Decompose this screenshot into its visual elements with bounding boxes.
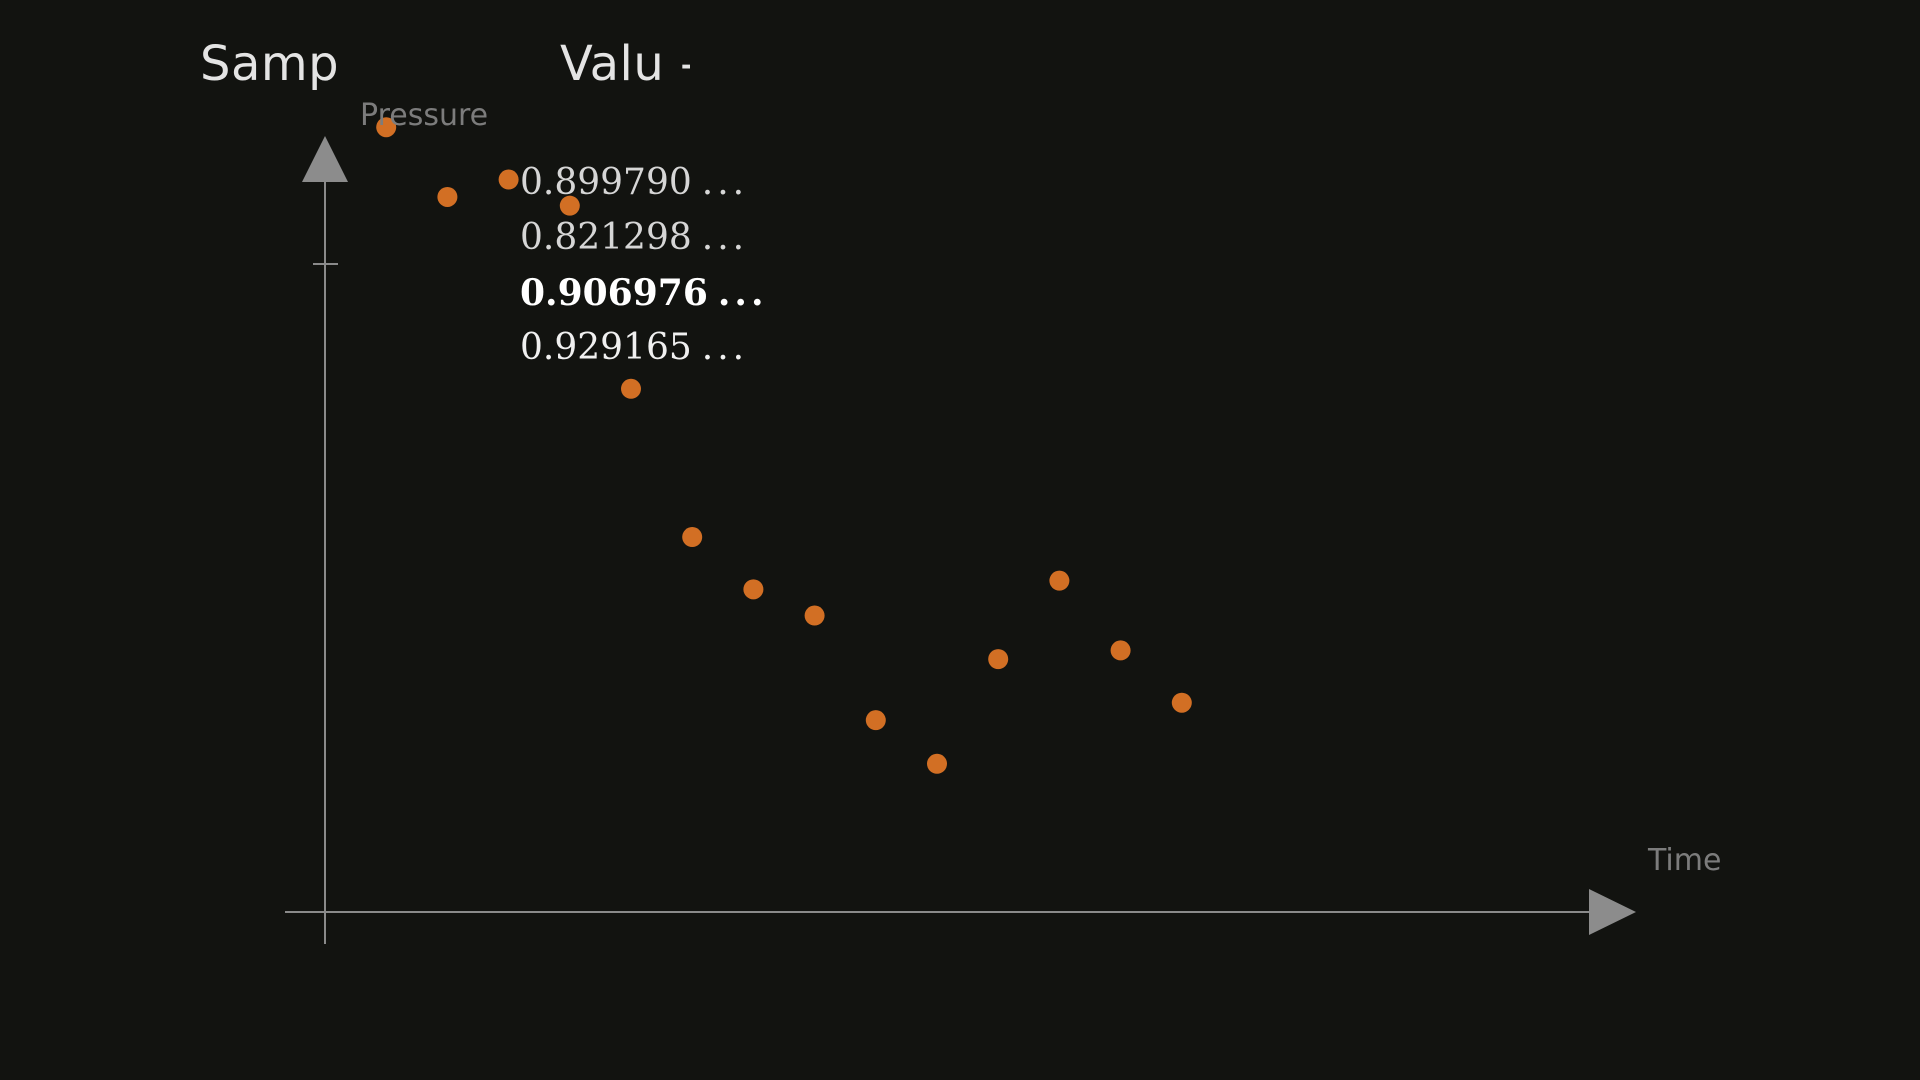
data-point [988,649,1009,670]
value-row: 0.906976... [520,268,767,323]
data-point [804,605,825,626]
data-point [1171,692,1192,713]
value-text: 0.821298 [520,217,692,258]
data-point [1049,570,1070,591]
y-axis-label: Pressure [360,98,489,133]
ellipsis: ... [701,217,749,258]
data-point [743,579,764,600]
ellipsis: ... [701,327,749,368]
data-point [376,117,397,138]
x-axis-label: Time [1648,843,1722,878]
value-text: 0.929165 [520,327,692,368]
value-text: 0.899790 [520,162,692,203]
value-text: 0.906976 [520,272,708,314]
data-point [498,169,519,190]
value-row: 0.929165... [520,323,767,378]
column-header-sample: Samp [200,36,338,92]
data-point [559,195,580,216]
data-point [865,710,886,731]
column-header-value: Valu - [560,36,690,92]
ellipsis: ... [701,162,749,203]
data-point [437,186,458,207]
data-point [1110,640,1131,661]
value-row: 0.899790... [520,158,767,213]
value-row: 0.821298... [520,213,767,268]
x-axis-arrow [1589,889,1636,935]
value-list: 0.899790... 0.821298... 0.906976... 0.92… [520,158,767,378]
ellipsis: ... [717,272,768,314]
y-axis-arrow [302,136,348,182]
data-point [927,753,947,774]
data-point [682,527,703,548]
data-point [621,378,641,399]
